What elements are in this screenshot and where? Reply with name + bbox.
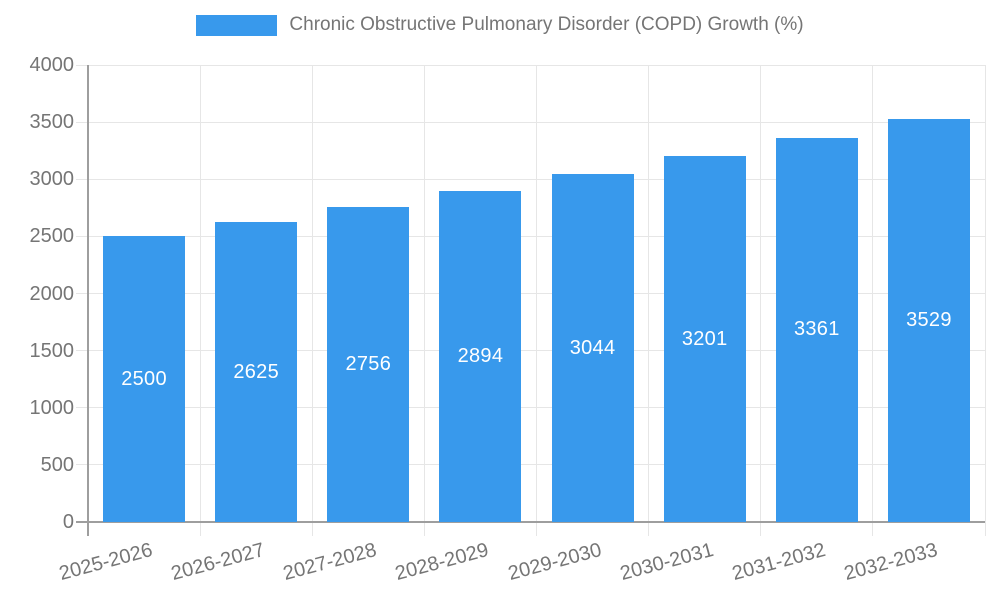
x-axis-tick — [648, 522, 650, 536]
bar-value-label: 2500 — [121, 367, 167, 390]
y-axis-tick — [76, 293, 88, 294]
x-axis-tick — [536, 522, 537, 536]
y-axis-tick — [76, 121, 88, 123]
y-axis-tick — [76, 350, 88, 352]
x-axis-line — [76, 521, 985, 523]
bar: 2500 — [103, 236, 186, 522]
bar-value-label: 3044 — [569, 336, 616, 359]
bar: 2894 — [439, 191, 522, 522]
bar-value-label: 3201 — [681, 327, 728, 350]
y-axis-line — [87, 65, 89, 536]
y-tick-label: 3000 — [29, 168, 75, 191]
y-tick-label: 2000 — [29, 282, 75, 305]
legend: Chronic Obstructive Pulmonary Disorder (… — [0, 14, 1000, 36]
y-tick-label: 0 — [62, 511, 74, 533]
v-gridline — [984, 65, 986, 522]
x-axis-tick — [984, 522, 986, 536]
x-axis-tick — [760, 522, 762, 536]
v-gridline — [872, 65, 874, 522]
y-tick-label: 1500 — [29, 339, 75, 362]
y-tick-label: 3500 — [29, 111, 75, 134]
bar: 3044 — [551, 174, 634, 522]
y-axis-tick — [76, 235, 88, 237]
bar-value-label: 2625 — [233, 360, 280, 383]
v-gridline — [423, 65, 425, 522]
bar: 2756 — [327, 207, 410, 522]
bar: 2625 — [215, 222, 298, 522]
y-tick-label: 500 — [40, 453, 74, 476]
v-gridline — [760, 65, 762, 522]
v-gridline — [536, 65, 537, 522]
legend-swatch — [196, 14, 278, 36]
bar: 3529 — [887, 118, 970, 522]
bar-value-label: 2756 — [345, 353, 392, 376]
x-axis-tick — [199, 522, 201, 536]
v-gridline — [311, 65, 313, 522]
x-axis-tick — [311, 522, 313, 536]
bar: 3361 — [775, 138, 858, 522]
v-gridline — [199, 65, 201, 522]
v-gridline — [648, 65, 650, 522]
y-tick-label: 1000 — [29, 396, 75, 419]
bar-value-label: 2894 — [457, 345, 504, 368]
y-tick-label: 4000 — [29, 54, 75, 76]
legend-series-label: Chronic Obstructive Pulmonary Disorder (… — [289, 14, 804, 35]
bar: 3201 — [663, 156, 746, 522]
y-axis-tick — [76, 464, 88, 466]
bar-value-label: 3529 — [906, 308, 952, 331]
x-axis-tick — [872, 522, 874, 536]
y-axis-tick — [76, 64, 88, 66]
bar-value-label: 3361 — [793, 318, 840, 341]
y-axis-tick — [76, 407, 88, 409]
x-axis-tick — [423, 522, 425, 536]
y-tick-label: 2500 — [29, 225, 75, 248]
y-axis-tick — [76, 178, 88, 180]
